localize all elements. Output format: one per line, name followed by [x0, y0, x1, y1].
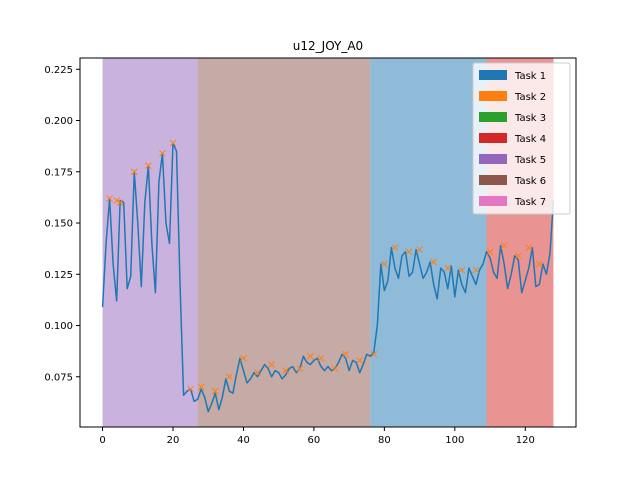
- peak-marker: [486, 248, 494, 256]
- legend-label: Task 3: [514, 113, 546, 124]
- series-line: [101, 142, 555, 413]
- legend-label: Task 1: [514, 71, 546, 82]
- peak-marker: [416, 246, 423, 254]
- peak-marker: [254, 369, 261, 377]
- region-task-6: [197, 58, 371, 427]
- legend-label: Task 2: [514, 92, 546, 103]
- legend-swatch: [479, 154, 507, 164]
- x-tick-label: 100: [445, 435, 464, 446]
- peak-marker: [317, 354, 325, 362]
- y-tick-label: 0.150: [44, 219, 73, 230]
- peak-marker: [240, 354, 247, 362]
- peak-marker: [282, 367, 290, 374]
- peak-marker: [342, 350, 349, 358]
- peak-marker: [211, 387, 219, 395]
- y-tick-label: 0.175: [44, 167, 73, 178]
- y-tick-label: 0.100: [44, 321, 73, 332]
- peak-marker: [296, 365, 304, 372]
- peak-marker: [525, 244, 533, 251]
- peak-marker: [307, 352, 314, 360]
- legend-swatch: [479, 91, 507, 101]
- peak-marker: [381, 260, 388, 268]
- peak-marker: [500, 242, 508, 249]
- x-tick-label: 120: [516, 435, 535, 446]
- x-tick-label: 0: [99, 435, 105, 446]
- peak-marker: [356, 357, 364, 364]
- peak-marker: [106, 195, 113, 202]
- legend-label: Task 6: [514, 176, 546, 187]
- peak-marker: [187, 385, 194, 393]
- y-tick-label: 0.225: [44, 65, 73, 76]
- legend-swatch: [479, 133, 507, 143]
- legend-label: Task 7: [514, 197, 546, 208]
- region-task-1: [370, 58, 487, 427]
- peak-marker: [536, 260, 543, 268]
- y-tick-label: 0.075: [44, 372, 73, 383]
- peak-marker: [116, 199, 124, 206]
- chart-title: u12_JOY_A0: [293, 39, 363, 53]
- peak-marker: [391, 244, 399, 251]
- peak-marker: [113, 197, 120, 204]
- x-axis: 0 20 40 60 80 100 120: [99, 427, 535, 446]
- peak-marker: [444, 264, 452, 272]
- peak-marker: [430, 258, 438, 266]
- legend-swatch: [479, 196, 507, 206]
- peak-marker: [458, 266, 466, 274]
- peak-marker: [130, 168, 138, 176]
- y-axis: 0.075 0.100 0.125 0.150 0.175 0.200 0.225: [44, 65, 80, 383]
- legend: Task 1 Task 2 Task 3 Task 4 Task 5 Task 6 Task…: [472, 62, 571, 215]
- y-tick-label: 0.200: [44, 116, 73, 127]
- peak-marker: [226, 373, 233, 381]
- peak-marker: [331, 365, 339, 372]
- y-tick-label: 0.125: [44, 270, 73, 281]
- peak-marker: [144, 162, 152, 169]
- x-tick-label: 80: [378, 435, 391, 446]
- legend-swatch: [479, 112, 507, 122]
- peak-markers: [106, 139, 543, 395]
- legend-label: Task 4: [514, 134, 546, 145]
- peak-marker: [405, 248, 413, 256]
- peak-marker: [472, 266, 480, 274]
- peak-marker: [197, 383, 205, 391]
- peak-marker: [514, 252, 522, 260]
- legend-swatch: [479, 70, 507, 80]
- peak-marker: [159, 149, 166, 157]
- peak-marker: [268, 361, 275, 368]
- axes-frame: [79, 57, 577, 428]
- legend-swatch: [479, 175, 507, 185]
- peak-marker: [169, 139, 177, 147]
- series-layer: [101, 142, 555, 413]
- x-tick-label: 20: [167, 435, 180, 446]
- peak-marker: [370, 350, 378, 358]
- x-tick-label: 60: [308, 435, 321, 446]
- legend-label: Task 5: [514, 155, 546, 166]
- x-tick-label: 40: [237, 435, 250, 446]
